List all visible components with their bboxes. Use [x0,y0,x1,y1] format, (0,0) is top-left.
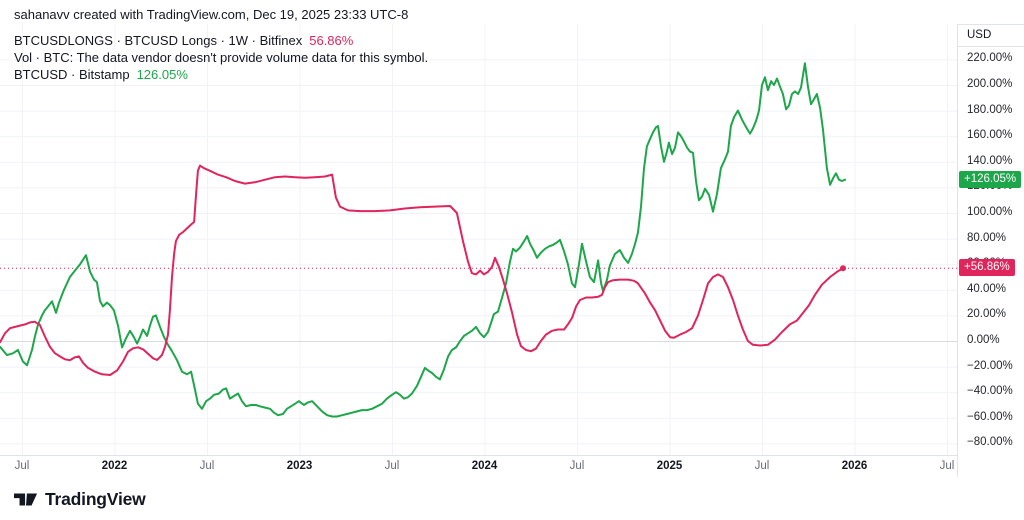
price-axis-label: 200.00% [967,78,1013,90]
price-axis-currency-cell[interactable]: USD [958,24,1024,47]
last-price-badge-btcusd: +126.05% [959,170,1022,188]
series-last-point-dot [840,265,846,272]
attribution-text: sahanavv created with TradingView.com, D… [14,7,409,22]
legend-row-volume-note: Vol · BTC: The data vendor doesn't provi… [14,49,428,66]
legend-row-btcusdlongs[interactable]: BTCUSDLONGS · BTCUSD Longs · 1W · Bitfin… [14,32,428,49]
currency-label: USD [967,29,992,41]
price-axis-label: 180.00% [967,103,1013,116]
price-axis-label: 100.00% [967,206,1013,218]
time-axis-year-label: 2024 [471,460,498,472]
price-axis-label: 160.00% [967,129,1013,142]
time-axis-year-label: 2023 [286,460,313,472]
chart-legend: BTCUSDLONGS · BTCUSD Longs · 1W · Bitfin… [14,32,428,83]
time-axis[interactable]: Jul 2022 Jul 2023 Jul 2024 Jul 2025 Jul 2026 Jul [0,455,1024,478]
price-axis-label: 40.00% [967,282,1007,295]
price-axis[interactable]: USD 220.00% 200.00% 180.00% 160.00% 140.00% 1… [957,24,1024,477]
legend-row-btcusd[interactable]: BTCUSD · Bitstamp 126.05% [14,66,428,83]
time-axis-month-label: Jul [14,460,30,472]
price-axis-label: −20.00% [967,359,1013,372]
price-axis-label: 220.00% [967,52,1013,65]
time-axis-year-label: 2022 [101,460,128,472]
time-axis-month-label: Jul [384,460,400,472]
price-axis-label: −40.00% [967,385,1013,398]
time-axis-month-label: Jul [754,460,770,472]
series-line-btcusd-longs[interactable] [0,164,844,376]
tradingview-logo-icon [14,493,38,506]
time-axis-year-label: 2025 [656,460,683,472]
time-axis-month-label: Jul [199,460,215,472]
price-axis-label: −60.00% [967,410,1013,423]
legend-symbol-title: BTCUSDLONGS · BTCUSD Longs · 1W · Bitfin… [14,33,303,48]
price-axis-label: −80.00% [967,436,1013,449]
time-axis-year-label: 2026 [841,460,868,472]
time-axis-month-label: Jul [569,460,585,472]
price-axis-label: 140.00% [967,154,1013,167]
volume-note-text: Vol · BTC: The data vendor doesn't provi… [14,50,429,65]
time-axis-month-label: Jul [939,460,955,472]
price-axis-label: 20.00% [967,308,1007,321]
brand-name: TradingView [45,488,146,509]
last-price-badge-btcusdlongs: +56.86% [959,259,1015,277]
legend-change-value: 56.86% [309,33,354,48]
price-axis-label: 80.00% [967,231,1007,244]
footer-brand[interactable]: TradingView [14,487,146,511]
legend-compare-value: 126.05% [136,67,188,82]
legend-compare-title: BTCUSD · Bitstamp [14,67,130,82]
price-axis-label: 0.00% [967,334,1000,346]
series-line-btcusd[interactable] [0,62,847,418]
